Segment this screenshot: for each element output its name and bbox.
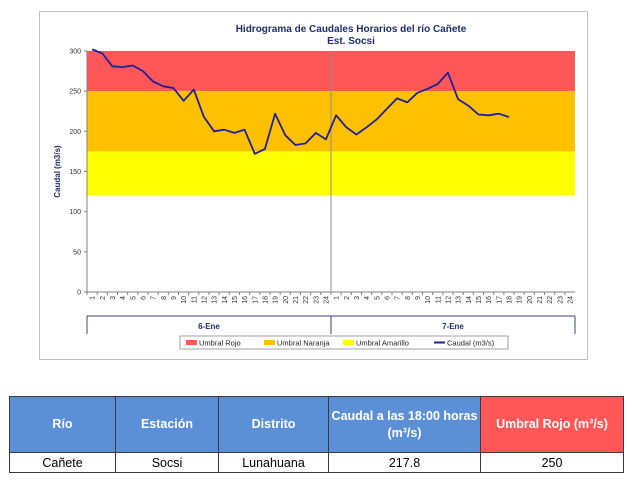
x-tick-label: 5 xyxy=(374,296,381,300)
x-tick-label: 4 xyxy=(364,296,371,300)
y-axis-label: Caudal (m3/s) xyxy=(53,145,62,198)
x-tick-label: 16 xyxy=(242,296,249,304)
x-tick-label: 9 xyxy=(171,296,178,300)
legend-label: Umbral Naranja xyxy=(277,339,330,348)
x-tick-label: 19 xyxy=(517,296,524,304)
x-tick-label: 21 xyxy=(537,296,544,304)
legend-label: Umbral Rojo xyxy=(199,339,241,348)
x-tick-label: 2 xyxy=(344,296,351,300)
cell-rio: Cañete xyxy=(9,452,116,473)
header-umbral-rojo: Umbral Rojo (m³/s) xyxy=(480,396,624,453)
x-tick-label: 3 xyxy=(110,296,117,300)
x-tick-label: 7 xyxy=(151,296,158,300)
legend-swatch xyxy=(264,340,275,345)
table-row: Cañete Socsi Lunahuana 217.8 250 xyxy=(9,452,624,473)
y-tick-label: 250 xyxy=(69,89,81,96)
x-tick-label: 10 xyxy=(181,296,188,304)
x-tick-label: 1 xyxy=(90,296,97,300)
cell-caudal: 217.8 xyxy=(328,452,481,473)
header-distrito: Distrito xyxy=(218,396,329,453)
cell-distrito: Lunahuana xyxy=(218,452,329,473)
cell-umbral-rojo: 250 xyxy=(480,452,624,473)
x-tick-label: 23 xyxy=(313,296,320,304)
header-rio: Río xyxy=(9,396,116,453)
chart-panel: Hidrograma de Caudales Horarios del río … xyxy=(39,11,588,360)
chart-subtitle: Est. Socsi xyxy=(327,36,375,47)
x-tick-label: 15 xyxy=(476,296,483,304)
x-tick-label: 7 xyxy=(395,296,402,300)
x-tick-label: 2 xyxy=(100,296,107,300)
day-label: 7-Ene xyxy=(442,322,464,331)
x-tick-label: 11 xyxy=(191,296,198,303)
y-tick-label: 100 xyxy=(69,209,81,216)
x-tick-label: 20 xyxy=(527,296,534,304)
legend-label: Caudal (m3/s) xyxy=(447,339,495,348)
hydrograph-chart: Hidrograma de Caudales Horarios del río … xyxy=(53,24,576,350)
x-tick-label: 11 xyxy=(435,296,442,303)
x-tick-label: 5 xyxy=(130,296,137,300)
x-tick-label: 6 xyxy=(140,296,147,300)
x-tick-label: 13 xyxy=(212,296,219,304)
x-tick-label: 22 xyxy=(303,296,310,304)
cell-estacion: Socsi xyxy=(115,452,219,473)
x-tick-label: 13 xyxy=(456,296,463,304)
y-tick-label: 200 xyxy=(69,129,81,136)
x-tick-label: 19 xyxy=(273,296,280,304)
x-tick-label: 10 xyxy=(425,296,432,304)
x-tick-label: 8 xyxy=(405,296,412,300)
x-tick-label: 18 xyxy=(262,296,269,304)
x-tick-label: 14 xyxy=(222,296,229,304)
x-tick-label: 21 xyxy=(293,296,300,304)
y-tick-label: 0 xyxy=(77,290,81,297)
chart-title: Hidrograma de Caudales Horarios del río … xyxy=(236,24,467,35)
x-tick-label: 15 xyxy=(232,296,239,304)
x-tick-label: 9 xyxy=(415,296,422,300)
x-tick-label: 24 xyxy=(567,296,574,304)
x-tick-label: 14 xyxy=(466,296,473,304)
station-info-table: Río Estación Distrito Caudal a las 18:00… xyxy=(9,396,624,473)
x-tick-label: 3 xyxy=(354,296,361,300)
legend-swatch xyxy=(186,340,197,345)
x-tick-label: 12 xyxy=(201,296,208,304)
y-tick-label: 300 xyxy=(69,49,81,56)
x-tick-label: 17 xyxy=(496,296,503,304)
x-tick-label: 22 xyxy=(547,296,554,304)
y-tick-label: 50 xyxy=(73,249,81,256)
series-line-caudal xyxy=(91,48,510,155)
x-tick-label: 17 xyxy=(252,296,259,304)
x-tick-label: 8 xyxy=(161,296,168,300)
x-tick-label: 23 xyxy=(557,296,564,304)
table-header-row: Río Estación Distrito Caudal a las 18:00… xyxy=(9,396,624,453)
x-tick-label: 6 xyxy=(384,296,391,300)
legend-label: Umbral Amarillo xyxy=(356,339,409,348)
x-tick-label: 18 xyxy=(506,296,513,304)
x-tick-label: 16 xyxy=(486,296,493,304)
x-tick-label: 20 xyxy=(283,296,290,304)
header-estacion: Estación xyxy=(115,396,219,453)
day-label: 6-Ene xyxy=(198,322,220,331)
x-tick-label: 1 xyxy=(334,296,341,300)
header-caudal: Caudal a las 18:00 horas (m³/s) xyxy=(328,396,481,453)
x-tick-label: 12 xyxy=(445,296,452,304)
x-tick-label: 4 xyxy=(120,296,127,300)
y-tick-label: 150 xyxy=(69,169,81,176)
legend-swatch xyxy=(343,340,354,345)
x-tick-label: 24 xyxy=(323,296,330,304)
